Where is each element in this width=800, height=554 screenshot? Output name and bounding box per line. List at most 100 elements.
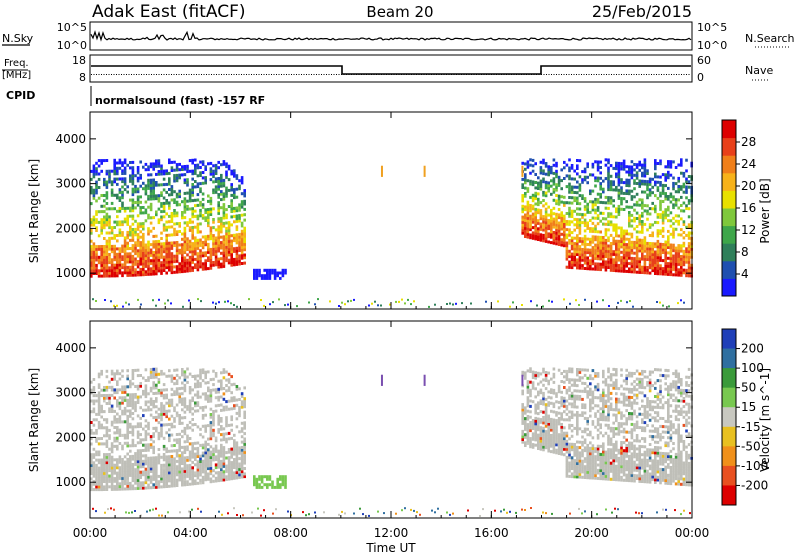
echo-cell [677,257,680,261]
echo-cell [113,466,116,470]
echo-cell [136,449,140,453]
echo-cell [648,177,652,181]
echo-cell [526,382,530,386]
echo-cell [186,474,189,478]
echo-cell [672,257,675,261]
echo-cell [100,461,103,465]
echo-cell [90,442,93,446]
echo-cell [669,195,673,199]
echo-cell [92,472,96,475]
echo-cell [235,452,239,456]
echo-cell [126,369,129,373]
echo-cell [181,397,184,401]
echo-cell [162,471,166,475]
echo-cell [168,374,171,378]
echo-cell [677,273,680,277]
echo-cell [113,458,116,462]
echo-cell [583,197,587,201]
echo-cell [680,255,683,258]
echo-cell [144,243,148,247]
echo-cell [144,262,148,266]
echo-cell [238,475,241,479]
echo-cell [560,238,563,242]
echo-cell [196,228,200,232]
echo-cell [144,400,148,404]
echo-cell [95,167,98,171]
echo-cell [628,240,631,244]
echo-cell [126,468,129,472]
echo-cell [181,402,184,406]
echo-cell [149,221,153,225]
echo-cell [147,483,150,487]
echo-cell [586,264,589,268]
echo-cell [173,406,176,410]
echo-cell [526,179,530,183]
echo-cell [170,379,174,383]
echo-cell [568,190,571,194]
echo-cell [609,260,613,264]
echo-cell [615,242,618,246]
echo-cell [131,406,135,410]
echo-cell [121,244,124,248]
echo-cell [147,272,150,276]
echo-cell [555,239,558,243]
echo-cell [227,472,231,476]
echo-cell [568,255,571,259]
echo-cell [557,441,561,445]
echo-cell [222,213,226,217]
echo-cell [565,185,569,189]
echo-cell [183,181,187,185]
echo-cell [108,477,111,481]
echo-cell [539,227,543,231]
echo-cell [230,383,233,387]
echo-cell [591,221,595,225]
echo-cell [615,239,618,243]
echo-cell [113,244,116,248]
echo-cell [95,226,98,230]
echo-cell [243,232,246,235]
echo-cell [186,466,189,470]
noise-cell [218,301,220,304]
echo-cell [209,264,213,267]
echo-cell [233,249,236,253]
echo-cell [214,263,218,267]
echo-cell [243,386,246,390]
echo-cell [560,447,563,451]
echo-cell [181,454,184,457]
echo-cell [110,369,114,373]
echo-cell [555,234,558,238]
echo-cell [168,268,171,272]
echo-cell [225,226,228,230]
echo-cell [100,218,103,222]
echo-cell [129,425,132,429]
noise-cell [509,305,511,308]
echo-cell [152,370,155,374]
echo-cell [144,419,148,423]
echo-cell [134,476,137,480]
echo-cell [563,236,566,240]
echo-cell [118,455,122,459]
echo-cell [654,253,657,257]
echo-cell [255,271,259,275]
echo-cell [110,466,114,470]
echo-cell [126,230,129,234]
echo-cell [589,248,592,252]
echo-cell [178,443,181,447]
echo-cell [225,464,228,468]
echo-cell [196,163,200,167]
echo-cell [651,201,654,205]
echo-cell [144,219,148,223]
echo-cell [139,459,142,463]
echo-cell [181,165,184,169]
echo-cell [565,474,569,478]
echo-cell [680,195,683,199]
echo-cell [105,477,109,481]
echo-cell [225,400,228,404]
echo-cell [625,261,628,265]
echo-cell [90,410,93,414]
echo-cell [105,388,109,392]
echo-cell [555,451,558,455]
echo-cell [212,218,215,221]
echo-cell [92,164,96,168]
echo-cell [253,477,256,481]
